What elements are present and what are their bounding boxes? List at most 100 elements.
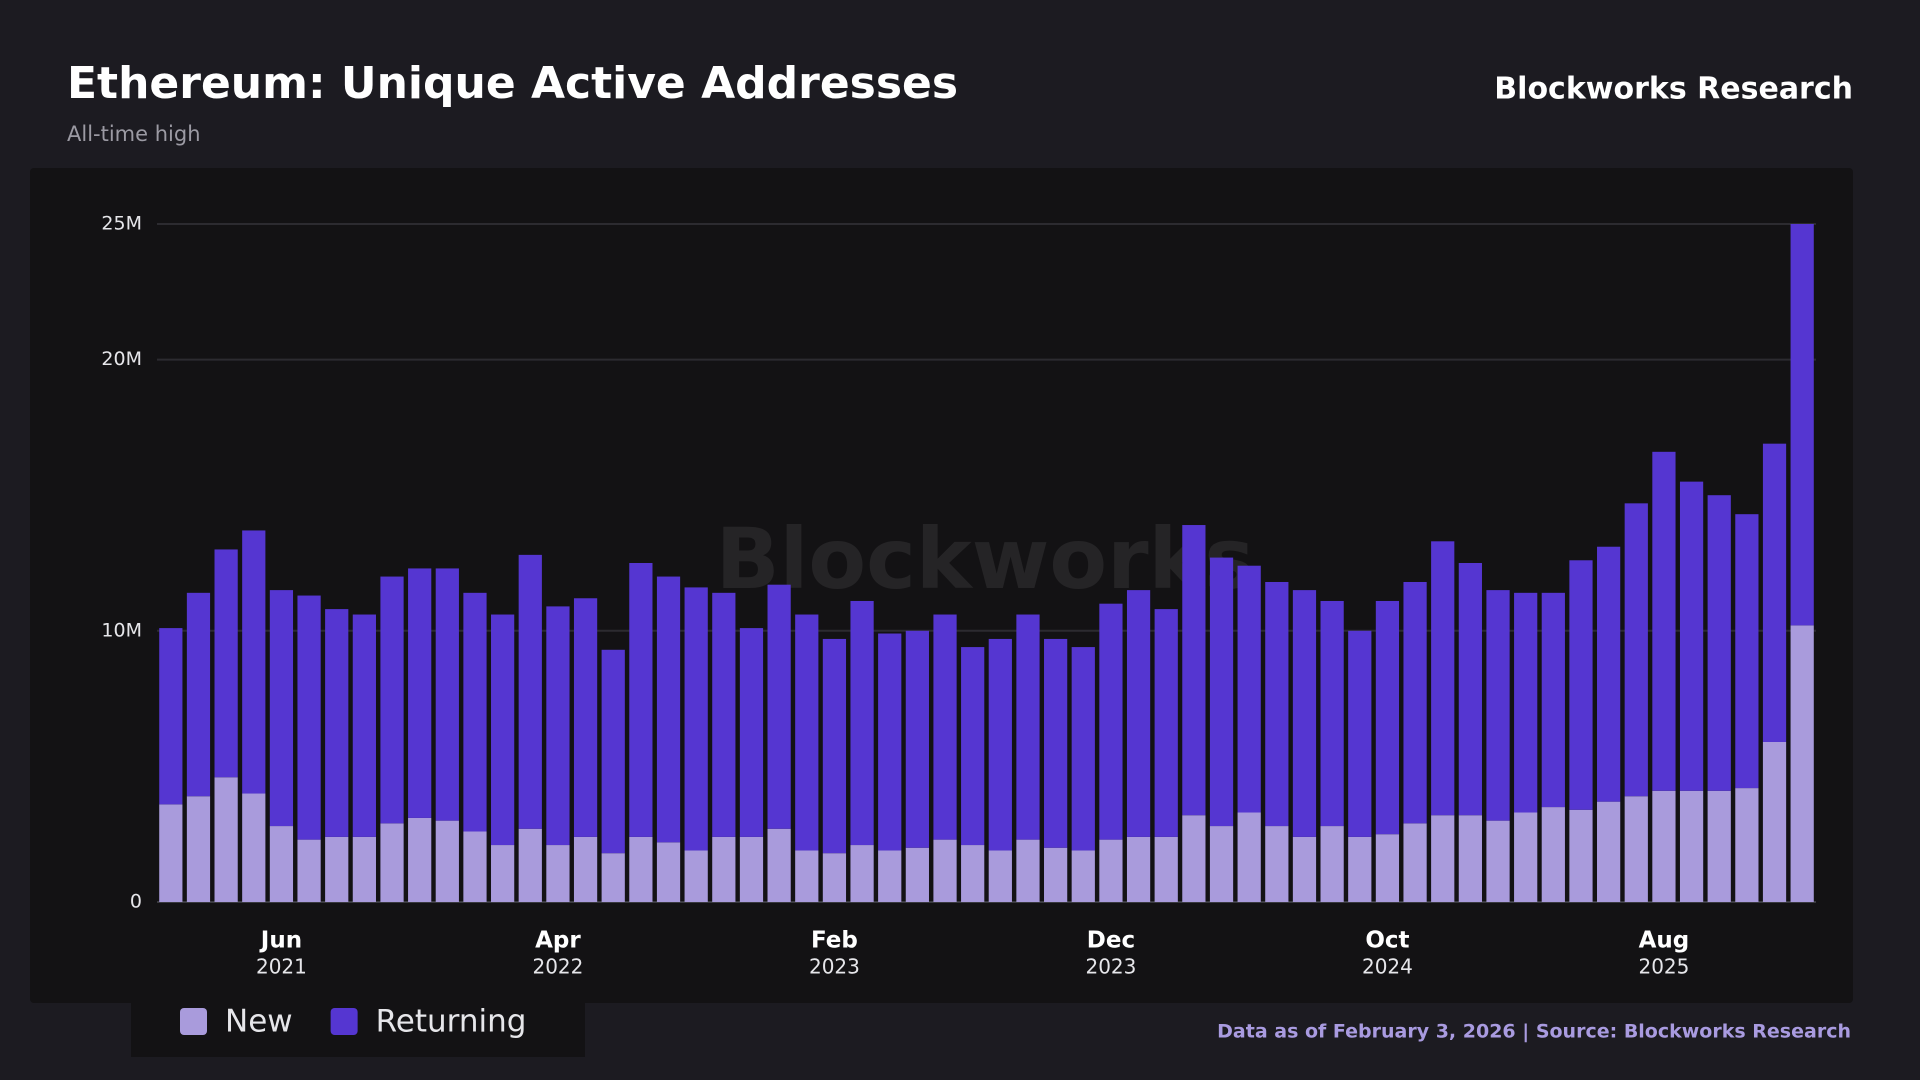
- bar-segment: [1209, 826, 1234, 902]
- brand: Blockworks Research: [1494, 72, 1853, 107]
- bar-segment: [1403, 823, 1427, 902]
- bar-segment: [1237, 565, 1261, 813]
- bar-segment: [629, 836, 653, 902]
- bar-segment: [961, 845, 985, 902]
- bar-segment: [1486, 820, 1510, 902]
- bar-segment: [795, 614, 819, 851]
- bar-segment: [1652, 451, 1676, 791]
- bar-segment: [518, 828, 542, 902]
- bar-segment: [1652, 790, 1676, 902]
- bar-segment: [1154, 836, 1178, 902]
- bar-segment: [1126, 590, 1151, 837]
- legend-swatch: [180, 1008, 207, 1035]
- bar-segment: [435, 568, 459, 821]
- x-tick-year: 2024: [1362, 955, 1413, 979]
- bar-segment: [656, 842, 681, 902]
- bar-segment: [214, 549, 238, 778]
- bar-segment: [325, 609, 349, 837]
- x-tick-year: 2023: [809, 955, 860, 979]
- bar-segment: [684, 850, 708, 902]
- bar-segment: [463, 831, 487, 902]
- bar-segment: [1016, 839, 1040, 902]
- bar-segment: [1541, 807, 1565, 902]
- bar-segment: [1486, 590, 1510, 821]
- bar-segment: [739, 836, 764, 902]
- y-tick-label: 0: [130, 891, 142, 913]
- bar-segment: [269, 826, 294, 902]
- x-tick-year: 2023: [1085, 955, 1136, 979]
- y-tick-label: 25M: [101, 213, 142, 235]
- bar-segment: [961, 647, 985, 846]
- bar-segment: [297, 839, 321, 902]
- legend-swatch: [330, 1008, 358, 1035]
- y-tick-label: 10M: [101, 619, 142, 641]
- bar-segment: [1569, 809, 1593, 902]
- bar-segment: [352, 614, 376, 837]
- bar-segment: [822, 853, 847, 902]
- bar-segment: [159, 628, 183, 805]
- bar-segment: [214, 777, 238, 902]
- bar-segment: [1071, 647, 1095, 851]
- x-tick-label: Aug: [1639, 928, 1690, 954]
- bar-segment: [1514, 592, 1538, 813]
- bar-segment: [546, 845, 570, 902]
- bar-segment: [1431, 541, 1455, 816]
- bar-segment: [1762, 443, 1787, 742]
- bar-segment: [408, 568, 432, 818]
- bar-segment: [1292, 590, 1317, 837]
- x-tick-label: Dec: [1087, 928, 1135, 954]
- bar-segment: [186, 592, 211, 797]
- bar-segment: [712, 836, 736, 902]
- bar-segment: [1541, 592, 1565, 808]
- bar-segment: [1735, 788, 1759, 902]
- bar-segment: [1265, 581, 1289, 827]
- bar-segment: [1514, 812, 1538, 902]
- bar-segment: [1679, 481, 1704, 791]
- bar-segment: [1182, 815, 1206, 902]
- bar-segment: [878, 633, 902, 851]
- bar-segment: [1735, 514, 1759, 789]
- bar-segment: [850, 600, 874, 846]
- bar-segment: [905, 630, 929, 848]
- bar-segment: [1265, 826, 1289, 902]
- bar-segment: [1790, 224, 1814, 626]
- bar-segment: [1209, 557, 1234, 827]
- bar-segment: [878, 850, 902, 902]
- x-tick-year: 2021: [256, 955, 307, 979]
- bar-segment: [1099, 603, 1123, 840]
- bar-segment: [822, 638, 847, 854]
- bar-segment: [1458, 563, 1482, 816]
- bar-segment: [1044, 638, 1068, 848]
- bar-segment: [1375, 600, 1400, 835]
- bar-segment: [684, 587, 708, 851]
- bar-segment: [1707, 790, 1731, 902]
- bar-segment: [1292, 836, 1317, 902]
- legend-label: New: [225, 1004, 293, 1040]
- bar-segment: [1790, 625, 1814, 902]
- bar-segment: [1375, 834, 1400, 902]
- bar-segment: [1624, 796, 1648, 902]
- bar-segment: [905, 847, 929, 902]
- bar-segment: [1431, 815, 1455, 902]
- bar-segment: [1182, 525, 1206, 816]
- bar-segment: [1597, 546, 1621, 802]
- bar-segment: [1569, 560, 1593, 810]
- bar-segment: [186, 796, 211, 902]
- bar-segment: [739, 628, 764, 837]
- bar-segment: [242, 530, 266, 794]
- bar-segment: [573, 836, 598, 902]
- bar-segment: [380, 576, 404, 824]
- subtitle: All-time high: [67, 122, 201, 146]
- x-tick-year: 2022: [532, 955, 583, 979]
- bar-segment: [491, 845, 515, 902]
- bar-segment: [1762, 741, 1787, 902]
- bar-segment: [1707, 495, 1731, 791]
- bar-segment: [1099, 839, 1123, 902]
- y-tick-label: 20M: [101, 348, 142, 370]
- bar-segment: [435, 820, 459, 902]
- x-tick-label: Jun: [259, 928, 302, 954]
- bar-segment: [933, 839, 957, 902]
- bar-segment: [1403, 581, 1427, 824]
- bar-segment: [1597, 801, 1621, 902]
